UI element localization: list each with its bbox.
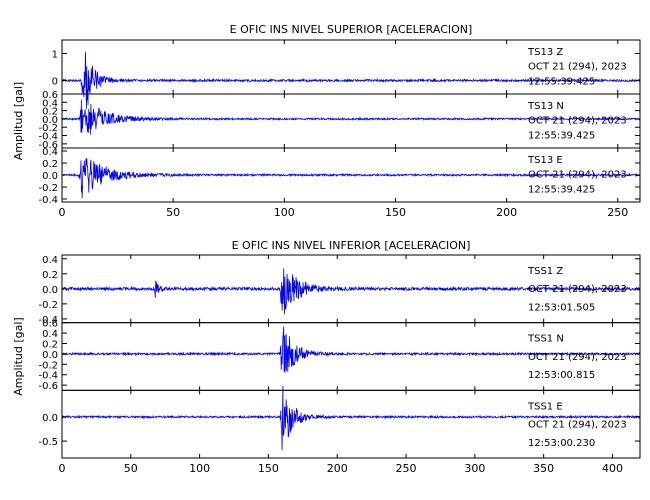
y-tick-label: 0.0 (42, 350, 58, 361)
x-tick-label: 100 (274, 206, 295, 219)
y-tick-label: 0.0 (42, 285, 58, 296)
y-tick-label: 0.4 (42, 147, 58, 158)
trace-panel: 0.4 0.2 0.0 -0.2 -0.4 TSS1 Z OCT 21 (294), 202… (38, 254, 641, 326)
x-tick-label: 150 (258, 462, 279, 475)
station-label: TSS1 Z (527, 266, 563, 277)
y-tick-label: -0.4 (38, 315, 58, 326)
x-tick-label: 250 (607, 206, 628, 219)
trace-panel: 0.60.40.20.0-0.2-0.4-0.6 TSS1 N OCT 21 (29… (38, 319, 641, 392)
lower-panel-title: E OFIC INS NIVEL INFERIOR [ACELERACION] (232, 239, 471, 252)
upper-panel-ylabel: Amplitud [gal] (12, 82, 25, 160)
time-label: 12:55:39.425 (528, 184, 595, 195)
date-label: OCT 21 (294), 2023 (528, 62, 627, 73)
date-label: OCT 21 (294), 2023 (528, 170, 627, 181)
waveform-line (62, 268, 641, 315)
y-tick-label: 0.2 (42, 107, 58, 118)
y-tick-label: 0 (52, 77, 58, 88)
waveform-line (61, 326, 641, 373)
time-label: 12:55:39.425 (528, 130, 595, 141)
x-tick-label: 400 (602, 462, 623, 475)
y-tick-label: 0.0 (42, 115, 58, 126)
x-tick-label: 50 (166, 206, 180, 219)
trace-panel: 0.0 -0.5 TSS1 E OCT 21 (294), 2023 12:53:00.… (38, 385, 641, 459)
y-tick-label: 0.4 (42, 329, 58, 340)
x-tick-label: 200 (327, 462, 348, 475)
y-tick-label: -0.6 (38, 140, 58, 151)
x-tick-label: 300 (464, 462, 485, 475)
x-tick-label: 0 (59, 206, 66, 219)
y-tick-label: -0.2 (38, 123, 58, 134)
y-tick-label: -0.6 (38, 381, 58, 392)
time-label: 12:53:00.230 (528, 438, 595, 449)
date-label: OCT 21 (294), 2023 (528, 116, 627, 127)
y-tick-label: -0.2 (38, 300, 58, 311)
date-label: OCT 21 (294), 2023 (528, 420, 627, 431)
waveform-line (61, 99, 641, 135)
station-label: TS13 Z (527, 47, 563, 58)
y-tick-label: 0.2 (42, 159, 58, 170)
waveform-line (61, 51, 641, 109)
y-tick-label: 0.0 (42, 413, 58, 424)
y-tick-label: 0.6 (42, 319, 58, 330)
x-tick-label: 150 (385, 206, 406, 219)
x-tick-label: 200 (496, 206, 517, 219)
trace-panel: 1 0 TS13 Z OCT 21 (294), 2023 12:55:39.425 (52, 39, 641, 109)
y-tick-label: 0.2 (42, 270, 58, 281)
x-tick-label: 50 (124, 462, 138, 475)
trace-panel: 0.60.40.20.0-0.2-0.4-0.6 TS13 N OCT 21 (29… (38, 90, 641, 151)
lower-panel-ylabel: Amplitud [gal] (12, 317, 25, 395)
date-label: OCT 21 (294), 2023 (528, 352, 627, 363)
x-tick-label: 100 (189, 462, 210, 475)
x-tick-label: 350 (533, 462, 554, 475)
y-tick-label: 0.4 (42, 255, 58, 266)
x-tick-label: 250 (396, 462, 417, 475)
station-label: TS13 E (527, 155, 563, 166)
waveform-line (61, 385, 641, 451)
y-tick-label: -0.4 (38, 132, 58, 143)
y-tick-label: 0.4 (42, 98, 58, 109)
date-label: OCT 21 (294), 2023 (528, 284, 627, 295)
trace-frame (61, 389, 641, 459)
lower-level-panel: E OFIC INS NIVEL INFERIOR [ACELERACION] … (12, 239, 641, 475)
time-label: 12:53:01.505 (528, 302, 595, 313)
y-tick-label: 0.0 (42, 171, 58, 182)
upper-level-panel: E OFIC INS NIVEL SUPERIOR [ACELERACION] … (12, 23, 641, 219)
station-label: TSS1 E (527, 401, 563, 412)
time-label: 12:53:00.815 (528, 370, 595, 381)
y-tick-label: -0.5 (38, 437, 58, 448)
y-tick-label: 0.6 (42, 90, 58, 101)
time-label: 12:55:39.425 (528, 76, 595, 87)
upper-panel-title: E OFIC INS NIVEL SUPERIOR [ACELERACION] (230, 23, 473, 36)
y-tick-label: -0.2 (38, 360, 58, 371)
station-label: TSS1 N (527, 334, 564, 345)
station-label: TS13 N (527, 101, 564, 112)
y-tick-label: 0.2 (42, 339, 58, 350)
y-tick-label: -0.4 (38, 195, 58, 206)
y-tick-label: -0.4 (38, 371, 58, 382)
trace-panel: 0.40.20.0-0.2-0.4 TS13 E OCT 21 (294), 202… (38, 147, 641, 206)
x-tick-label: 0 (59, 462, 66, 475)
y-tick-label: -0.2 (38, 183, 58, 194)
y-tick-label: 1 (52, 50, 58, 61)
waveform-line (61, 158, 641, 199)
